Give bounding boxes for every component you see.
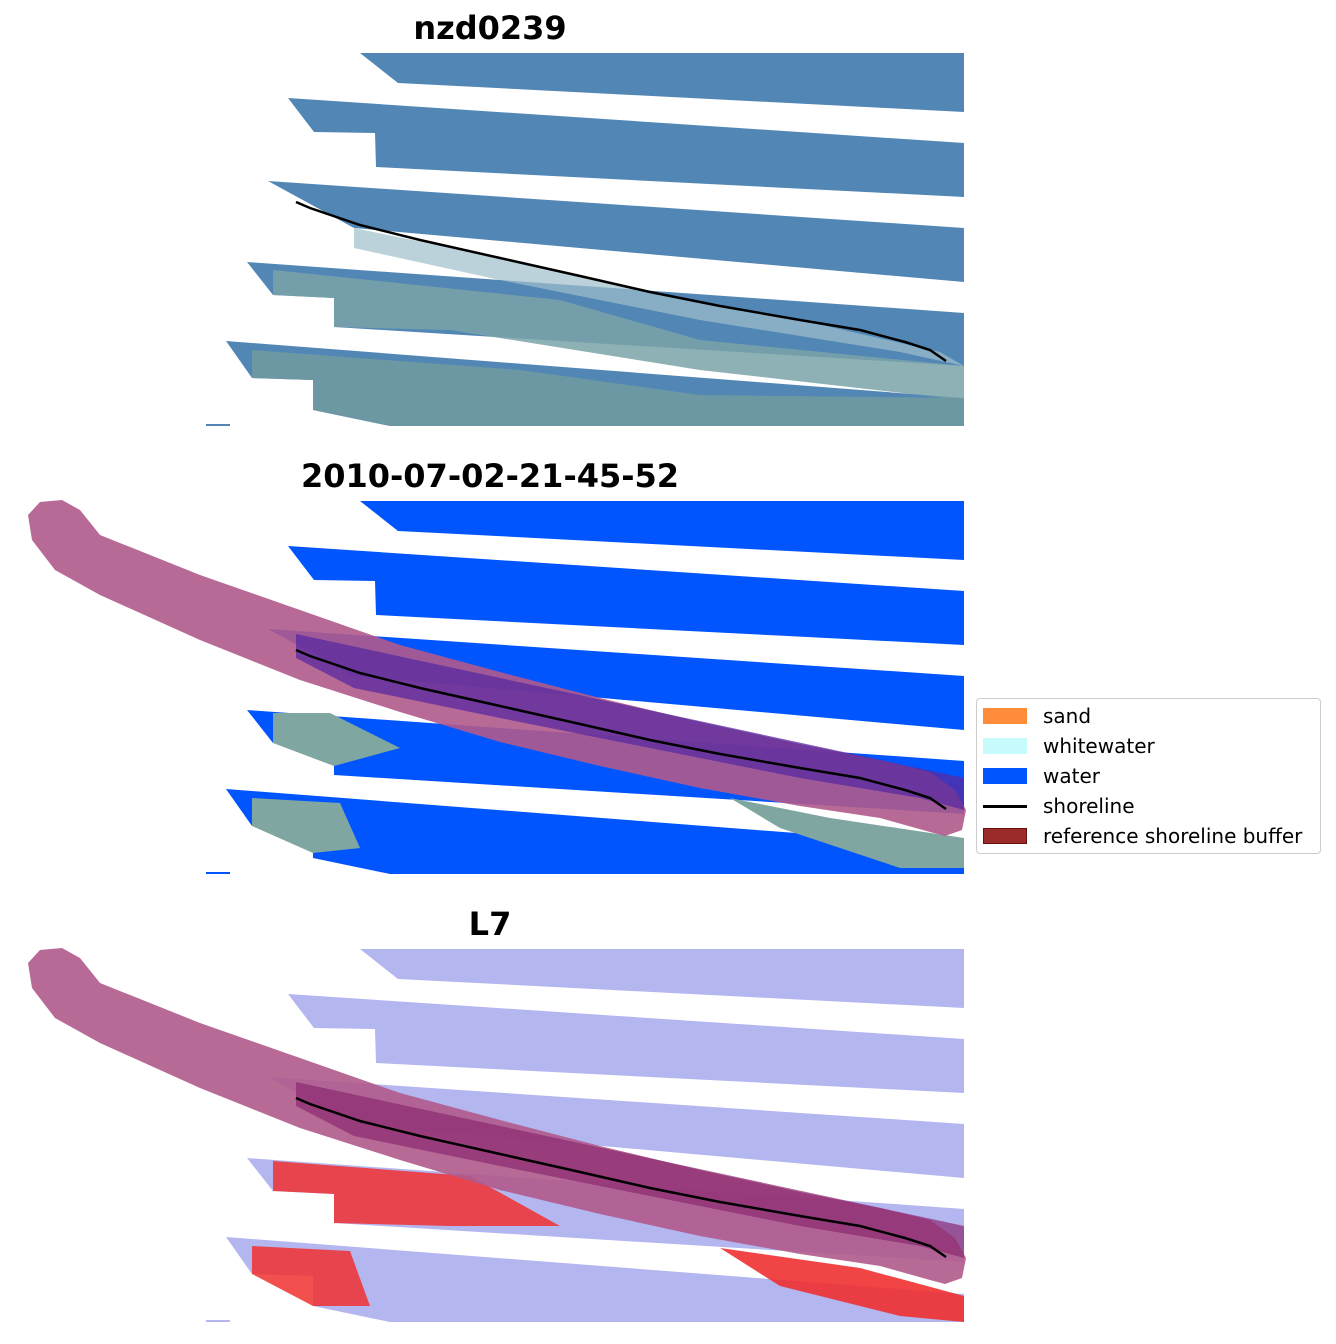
land-area [252, 228, 964, 426]
legend-item-water: water [983, 763, 1100, 789]
legend-item-sand: sand [983, 703, 1091, 729]
rgb-image-stripe [268, 181, 964, 282]
legend: sand whitewater water shoreline referenc… [976, 698, 1321, 854]
shoreline [295, 648, 947, 811]
rgb-image-stripe [360, 53, 964, 112]
land-patch [252, 350, 964, 426]
water-stripe [360, 501, 964, 560]
legend-label-water: water [1043, 764, 1100, 788]
rgb-image-panel [206, 53, 964, 426]
water-stripe [226, 789, 964, 874]
sand-swatch [983, 708, 1027, 724]
legend-item-shoreline: shoreline [983, 793, 1135, 819]
buffer-overlap [296, 1082, 964, 1258]
land-patch [252, 798, 360, 853]
legend-label-buffer: reference shoreline buffer [1043, 824, 1303, 848]
panel-title-rgb: nzd0239 [413, 9, 567, 47]
beach-strip [354, 228, 964, 366]
legend-item-whitewater: whitewater [983, 733, 1155, 759]
shoreline [295, 1096, 947, 1259]
water-swatch [983, 768, 1027, 784]
buffer-swatch [983, 828, 1027, 844]
land-patch [273, 270, 964, 400]
water-stripe [288, 546, 964, 645]
index-image-stripe [206, 1320, 230, 1322]
water-stripe [206, 872, 230, 874]
index-image-stripe [360, 949, 964, 1008]
land-index-patch [252, 1246, 370, 1306]
land-index-patch [273, 1161, 560, 1226]
land-patch [273, 713, 400, 766]
index-image-panel [28, 948, 966, 1322]
legend-item-buffer: reference shoreline buffer [983, 823, 1302, 849]
shoreline-line-swatch [983, 804, 1027, 808]
land-index-patch [720, 1248, 964, 1322]
whitewater-swatch [983, 738, 1027, 754]
legend-label-shoreline: shoreline [1043, 794, 1135, 818]
shoreline [295, 200, 947, 363]
rgb-image-stripe [288, 98, 964, 197]
classified-image-panel [28, 500, 966, 874]
water-stripe [268, 629, 964, 730]
panel-title-classified: 2010-07-02-21-45-52 [300, 457, 680, 495]
rgb-image-stripe [206, 424, 230, 426]
index-image-stripe [226, 1237, 964, 1322]
panel-title-index: L7 [468, 905, 512, 943]
legend-label-whitewater: whitewater [1043, 734, 1155, 758]
legend-label-sand: sand [1043, 704, 1092, 728]
buffer-water-overlap [296, 634, 964, 810]
index-image-stripe [268, 1077, 964, 1178]
land-patch [730, 798, 964, 868]
index-image-stripe [288, 994, 964, 1093]
